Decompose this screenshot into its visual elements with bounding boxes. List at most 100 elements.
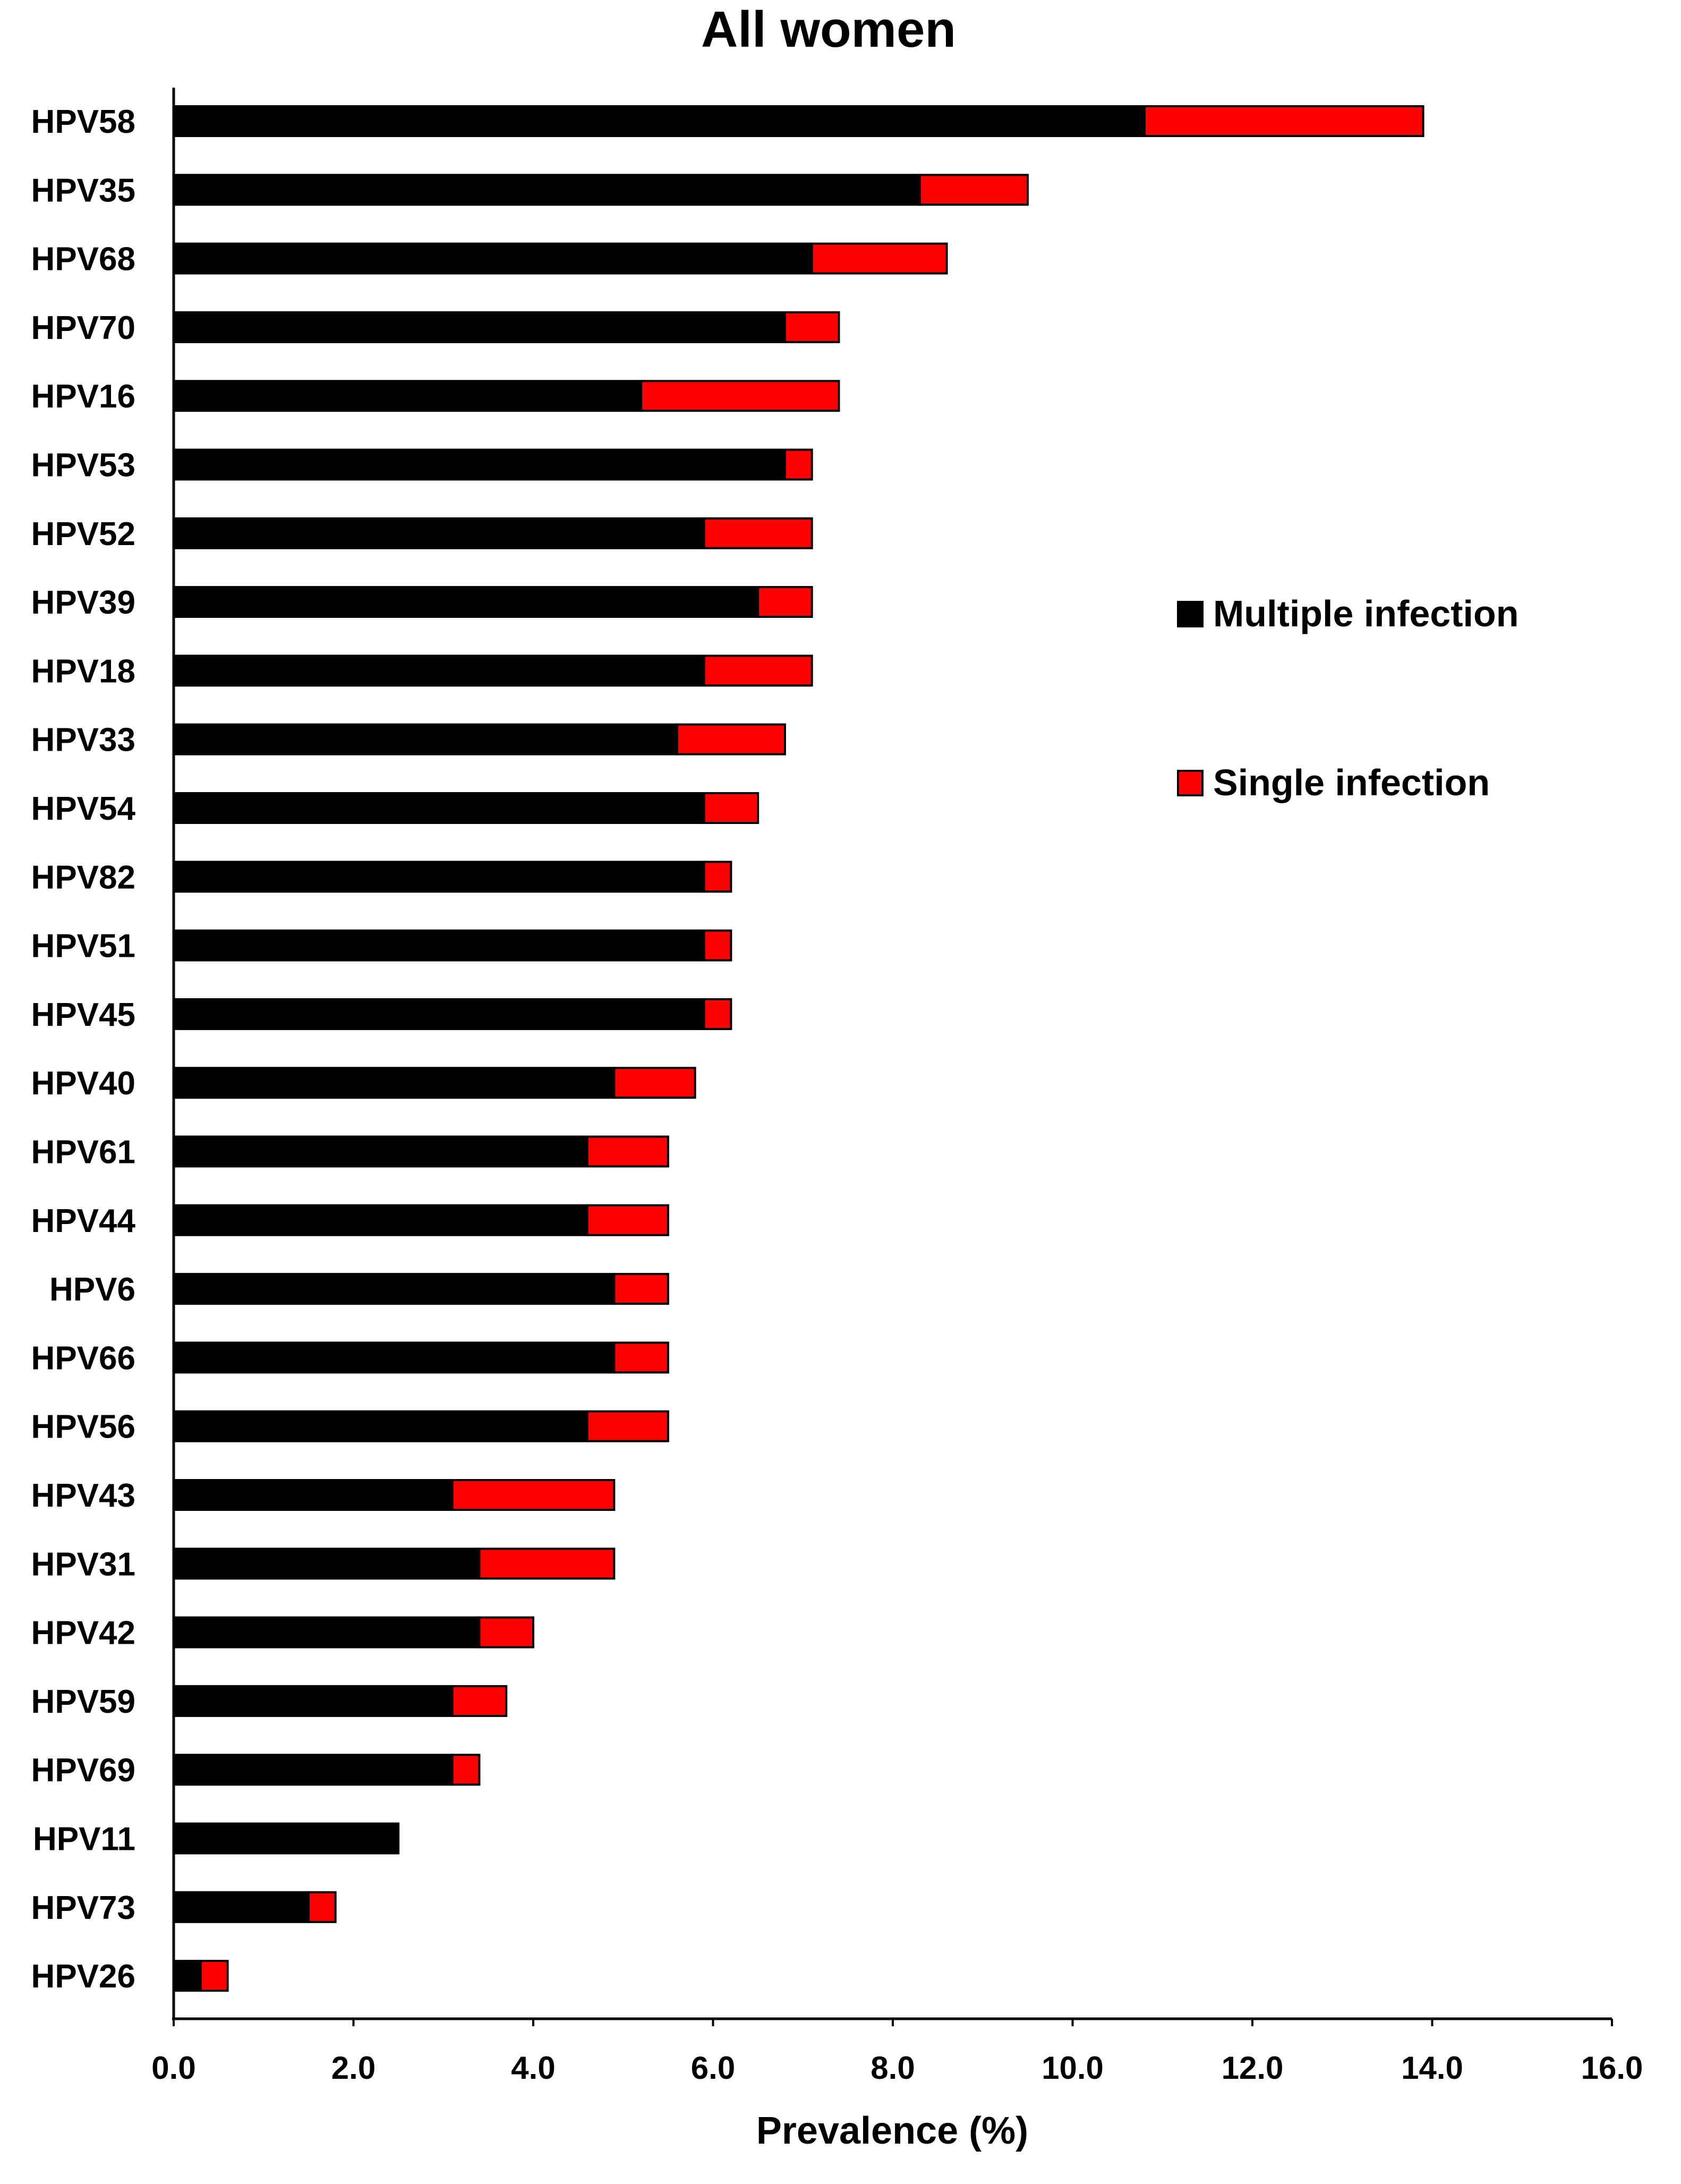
bar-single-infection-hpv40	[613, 1067, 696, 1099]
bar-single-infection-hpv18	[703, 655, 813, 687]
category-label-hpv56: HPV56	[31, 1409, 135, 1446]
bar-multiple-infection-hpv58	[173, 105, 1146, 137]
bar-multiple-infection-hpv6	[173, 1273, 616, 1305]
bar-single-infection-hpv44	[586, 1204, 669, 1236]
bar-multiple-infection-hpv54	[173, 792, 705, 824]
bar-multiple-infection-hpv35	[173, 174, 921, 206]
category-label-hpv52: HPV52	[31, 516, 135, 553]
bar-single-infection-hpv31	[478, 1548, 616, 1580]
legend-label-multiple-infection: Multiple infection	[1213, 593, 1519, 634]
bar-multiple-infection-hpv18	[173, 655, 705, 687]
x-tick-label: 16.0	[1581, 2050, 1643, 2086]
bar-multiple-infection-hpv82	[173, 861, 705, 893]
bar-multiple-infection-hpv33	[173, 723, 678, 755]
x-tick-label: 4.0	[511, 2050, 555, 2086]
category-label-hpv35: HPV35	[31, 172, 135, 209]
axes-layer	[172, 88, 1613, 2026]
legend-swatch-multiple-infection	[1177, 601, 1204, 627]
bar-multiple-infection-hpv39	[173, 586, 760, 618]
x-tick-label: 14.0	[1401, 2050, 1463, 2086]
bar-single-infection-hpv70	[783, 311, 840, 343]
bar-multiple-infection-hpv70	[173, 311, 786, 343]
category-label-hpv45: HPV45	[31, 997, 135, 1033]
category-label-hpv42: HPV42	[31, 1615, 135, 1652]
bar-single-infection-hpv56	[586, 1410, 669, 1442]
category-label-hpv69: HPV69	[31, 1752, 135, 1789]
category-label-hpv43: HPV43	[31, 1477, 135, 1514]
bar-multiple-infection-hpv31	[173, 1548, 481, 1580]
bar-multiple-infection-hpv45	[173, 998, 705, 1030]
category-label-hpv16: HPV16	[31, 378, 135, 415]
bar-single-infection-hpv51	[703, 929, 732, 962]
bar-multiple-infection-hpv69	[173, 1754, 454, 1786]
category-label-hpv54: HPV54	[31, 791, 136, 827]
category-label-hpv70: HPV70	[31, 310, 135, 346]
category-label-hpv40: HPV40	[31, 1065, 135, 1102]
category-label-hpv68: HPV68	[31, 241, 135, 278]
bar-multiple-infection-hpv53	[173, 448, 786, 481]
bar-multiple-infection-hpv51	[173, 929, 705, 962]
category-label-hpv11: HPV11	[33, 1821, 135, 1858]
bar-single-infection-hpv59	[451, 1685, 508, 1717]
legend: Multiple infection Single infection	[1177, 593, 1519, 803]
legend-label-single-infection: Single infection	[1213, 762, 1490, 803]
category-label-hpv53: HPV53	[31, 447, 135, 484]
bar-multiple-infection-hpv44	[173, 1204, 588, 1236]
bar-single-infection-hpv33	[676, 723, 786, 755]
bar-single-infection-hpv45	[703, 998, 732, 1030]
bar-multiple-infection-hpv68	[173, 242, 813, 275]
bar-single-infection-hpv26	[199, 1960, 229, 1992]
bar-single-infection-hpv42	[478, 1616, 535, 1648]
x-tick-label: 8.0	[871, 2050, 915, 2086]
x-tick-label: 12.0	[1222, 2050, 1284, 2086]
bar-multiple-infection-hpv11	[173, 1822, 400, 1855]
category-label-hpv18: HPV18	[31, 653, 135, 690]
x-tick-label: 2.0	[331, 2050, 376, 2086]
bar-single-infection-hpv35	[918, 174, 1029, 206]
bar-multiple-infection-hpv73	[173, 1891, 310, 1923]
bar-single-infection-hpv58	[1143, 105, 1424, 137]
category-label-hpv59: HPV59	[31, 1684, 135, 1720]
bar-multiple-infection-hpv42	[173, 1616, 481, 1648]
bar-multiple-infection-hpv52	[173, 517, 705, 549]
x-axis-title: Prevalence (%)	[756, 2110, 1028, 2152]
bar-single-infection-hpv43	[451, 1479, 616, 1511]
bar-multiple-infection-hpv43	[173, 1479, 454, 1511]
bar-multiple-infection-hpv66	[173, 1341, 616, 1374]
bar-single-infection-hpv68	[810, 242, 948, 275]
category-label-hpv26: HPV26	[31, 1958, 135, 1995]
category-label-hpv6: HPV6	[49, 1271, 135, 1308]
bar-single-infection-hpv16	[640, 380, 840, 412]
bar-multiple-infection-hpv61	[173, 1135, 588, 1168]
x-tick-label: 10.0	[1042, 2050, 1104, 2086]
bar-multiple-infection-hpv16	[173, 380, 643, 412]
bar-single-infection-hpv53	[783, 448, 813, 481]
category-label-hpv82: HPV82	[31, 859, 135, 896]
category-label-hpv51: HPV51	[31, 928, 135, 965]
bar-single-infection-hpv66	[613, 1341, 669, 1374]
bar-single-infection-hpv82	[703, 861, 732, 893]
bar-multiple-infection-hpv59	[173, 1685, 454, 1717]
category-label-hpv61: HPV61	[31, 1134, 135, 1171]
labels-layer: HPV58 HPV35 HPV68 HPV70 HPV16 HPV53 HPV52 HPV39…	[31, 104, 1643, 2086]
bar-single-infection-hpv73	[307, 1891, 337, 1923]
bar-multiple-infection-hpv40	[173, 1067, 616, 1099]
category-label-hpv58: HPV58	[31, 104, 135, 140]
category-label-hpv31: HPV31	[31, 1546, 135, 1583]
category-label-hpv44: HPV44	[31, 1203, 136, 1239]
legend-swatch-single-infection	[1177, 770, 1204, 796]
bar-multiple-infection-hpv26	[173, 1960, 202, 1992]
x-tick-label: 0.0	[151, 2050, 195, 2086]
bar-multiple-infection-hpv56	[173, 1410, 588, 1442]
category-label-hpv66: HPV66	[31, 1340, 135, 1376]
category-label-hpv73: HPV73	[31, 1890, 135, 1926]
category-label-hpv39: HPV39	[31, 584, 135, 621]
bar-single-infection-hpv61	[586, 1135, 669, 1168]
x-tick-label: 6.0	[691, 2050, 735, 2086]
bar-single-infection-hpv69	[451, 1754, 481, 1786]
category-label-hpv33: HPV33	[31, 722, 135, 759]
bar-single-infection-hpv6	[613, 1273, 669, 1305]
bar-single-infection-hpv54	[703, 792, 760, 824]
